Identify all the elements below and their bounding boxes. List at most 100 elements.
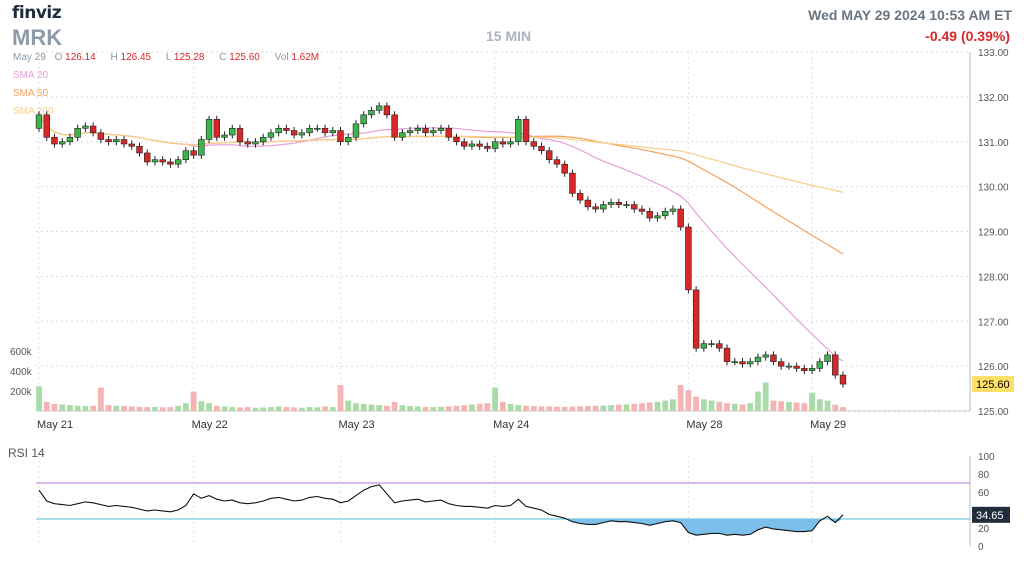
candle-body (460, 141, 468, 147)
finviz-logo[interactable]: finviz (12, 3, 62, 23)
candle-body (576, 193, 584, 201)
volume-bar (422, 407, 429, 411)
volume-bar (136, 406, 143, 411)
volume-bar (198, 401, 205, 411)
candle-body (345, 136, 352, 143)
volume-bar (693, 396, 700, 411)
volume-bar (538, 406, 545, 411)
volume-bar (383, 405, 390, 411)
candle-body (669, 208, 677, 212)
candle-body (777, 361, 785, 367)
date-tick-label: May 23 (339, 419, 375, 431)
volume-bar (43, 401, 50, 411)
volume-bar (298, 407, 305, 411)
candle-body (747, 361, 754, 365)
volume-bar (670, 399, 676, 411)
candle-body (499, 141, 507, 145)
volume-tick-label: 600k (10, 347, 33, 358)
candle-body (352, 123, 360, 138)
candle-body (252, 141, 259, 145)
candle-body (329, 130, 336, 134)
candle-body (375, 105, 383, 111)
volume-bar (600, 405, 607, 411)
volume-bar (213, 405, 220, 411)
candle-body (569, 172, 576, 194)
candle-body (654, 215, 661, 219)
candle-body (785, 365, 793, 368)
volume-bar (747, 403, 754, 411)
volume-bar (708, 400, 715, 411)
candle-body (368, 110, 375, 116)
candle-body (275, 127, 282, 134)
sma-20-line (38, 114, 844, 362)
volume-tick-label: 400k (10, 367, 33, 378)
volume-bar (82, 406, 89, 411)
volume-bar (345, 400, 352, 411)
volume-bar (175, 405, 182, 411)
candle-body (198, 139, 205, 156)
volume-bar (530, 406, 537, 411)
volume-bar (677, 385, 684, 411)
candle-body (700, 343, 708, 349)
ohlc-volume: Vol 1.62M (274, 52, 320, 63)
candle-body (685, 226, 692, 291)
candle-body (731, 361, 738, 363)
candle-body (623, 204, 630, 206)
volume-bar (438, 406, 444, 411)
candle-body (739, 361, 746, 365)
volume-bar (569, 406, 576, 411)
candle-body (824, 354, 831, 362)
volume-bar (469, 404, 475, 411)
volume-bar (577, 406, 584, 411)
volume-bar (268, 407, 274, 411)
candle-body (607, 202, 615, 205)
sma-200-line (38, 114, 844, 193)
volume-bar (662, 400, 669, 411)
rsi-tick-label: 0 (978, 542, 984, 553)
sma-50-legend: SMA 50 (13, 88, 49, 99)
date-tick-label: May 29 (810, 419, 846, 431)
volume-bar (724, 403, 730, 411)
candle-body (406, 130, 414, 134)
volume-bar (453, 405, 460, 411)
last-price-tag-bg (972, 376, 1014, 393)
candle-body (35, 114, 43, 129)
candle-body (174, 159, 182, 165)
price-change: -0.49 (0.39%) (925, 28, 1010, 44)
volume-bar (67, 405, 73, 411)
volume-bar (74, 405, 81, 411)
timeframe-label: 15 MIN (486, 28, 532, 44)
volume-bar (824, 400, 831, 411)
date-tick-label: May 28 (686, 419, 722, 431)
volume-bar (832, 404, 839, 411)
volume-bar (121, 406, 127, 411)
ticker-symbol: MRK (12, 25, 63, 50)
volume-bar (639, 403, 645, 411)
candle-body (43, 114, 50, 138)
candle-body (553, 159, 561, 165)
candle-body (600, 204, 607, 210)
candle-body (839, 374, 847, 385)
candle-body (445, 127, 452, 138)
volume-bar (144, 407, 151, 411)
price-tick-label: 127.00 (978, 317, 1009, 328)
volume-bar (499, 401, 506, 411)
ohlc-high: H 126.45 (110, 52, 152, 63)
volume-bar (360, 403, 367, 411)
volume-bar (816, 399, 823, 411)
rsi-label: RSI 14 (8, 446, 45, 460)
volume-bar (561, 406, 568, 411)
volume-bar (484, 403, 491, 411)
ohlc-low: L 125.28 (165, 52, 205, 63)
candle-body (801, 368, 808, 371)
volume-bar (523, 405, 529, 411)
ohlc-open: O 126.14 (54, 52, 96, 63)
volume-bar (700, 399, 707, 411)
candle-body (306, 127, 313, 134)
volume-bar (507, 403, 514, 411)
candle-body (584, 199, 592, 208)
volume-bar (461, 405, 468, 411)
candle-body (182, 150, 190, 161)
candle-body (236, 127, 244, 143)
